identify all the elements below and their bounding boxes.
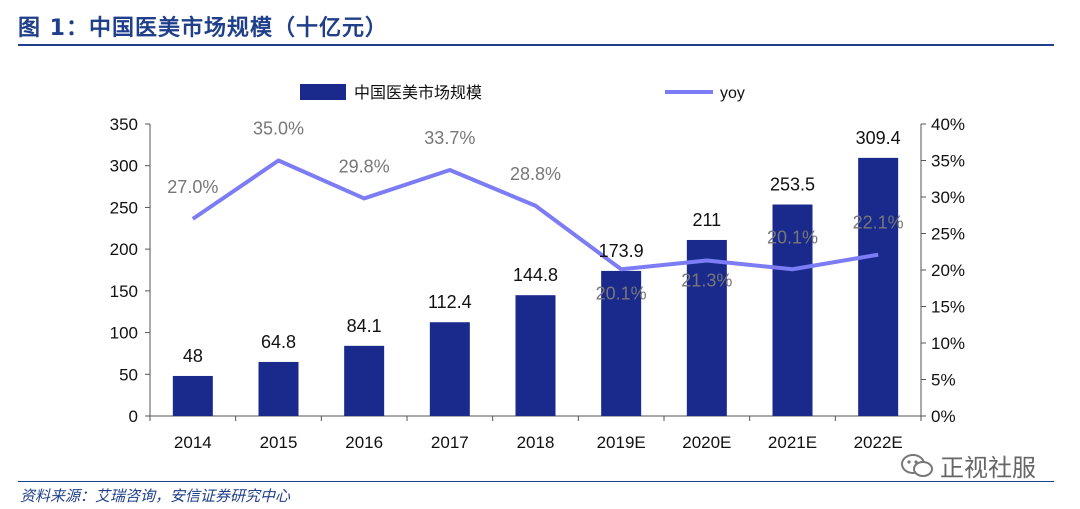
x-tick-label: 2014 — [174, 433, 212, 452]
title-divider — [18, 44, 1054, 46]
left-tick-label: 50 — [119, 365, 138, 384]
market-size-chart: 中国医美市场规模 yoy 0 50 100 150 200 250 300 350 0% 5% 10%… — [110, 84, 965, 452]
yoy-value-label: 35.0% — [253, 119, 304, 139]
right-tick-label: 5% — [931, 371, 956, 390]
x-tick-label: 2021E — [768, 433, 817, 452]
yoy-value-label: 27.0% — [167, 177, 218, 197]
bar-value-label: 253.5 — [770, 175, 815, 195]
figure-title: 图 1：中国医美市场规模（十亿元） — [18, 16, 388, 41]
yoy-value-label: 33.7% — [424, 128, 475, 148]
bar — [258, 361, 299, 416]
bar — [686, 239, 727, 416]
bar — [429, 322, 470, 416]
x-tick-label: 2020E — [682, 433, 731, 452]
yoy-line-series — [191, 158, 879, 272]
legend-swatch-bar — [300, 84, 346, 100]
yoy-value-label: 20.1% — [596, 283, 647, 303]
left-tick-label: 100 — [110, 324, 138, 343]
axes: 0 50 100 150 200 250 300 350 0% 5% 10% 15% 20% 25% 30%… — [110, 115, 965, 452]
right-tick-label: 10% — [931, 334, 965, 353]
left-tick-label: 0 — [129, 407, 138, 426]
bar-value-label: 48 — [183, 346, 203, 366]
bar-value-label: 112.4 — [428, 292, 472, 312]
watermark: 正视社服 — [900, 448, 1036, 483]
left-tick-label: 250 — [110, 198, 138, 217]
bar-series — [172, 157, 899, 416]
legend-label-line: yoy — [720, 85, 745, 102]
left-tick-label: 200 — [110, 240, 138, 259]
right-tick-label: 40% — [931, 115, 965, 134]
bar — [344, 345, 385, 416]
right-tick-label: 25% — [931, 225, 965, 244]
x-tick-label: 2017 — [431, 433, 469, 452]
legend-label-bar: 中国医美市场规模 — [354, 84, 482, 102]
right-tick-label: 20% — [931, 261, 965, 280]
watermark-text: 正视社服 — [940, 454, 1036, 482]
source-divider — [18, 481, 1054, 482]
right-tick-label: 15% — [931, 298, 965, 317]
bar — [601, 270, 642, 416]
legend: 中国医美市场规模 yoy — [300, 84, 745, 102]
bar-value-label: 64.8 — [261, 332, 296, 352]
data-labels: 48 64.8 84.1 112.4 144.8 173.9 211 253.5 309.4 27… — [167, 119, 903, 366]
yoy-value-label: 28.8% — [510, 164, 561, 184]
bar-value-label: 173.9 — [599, 241, 644, 261]
right-tick-label: 35% — [931, 152, 965, 171]
yoy-value-label: 20.1% — [767, 227, 818, 247]
yoy-value-label: 22.1% — [853, 213, 904, 233]
x-tick-label: 2018 — [517, 433, 555, 452]
bar-value-label: 144.8 — [513, 265, 558, 285]
yoy-value-label: 21.3% — [681, 271, 732, 291]
chat-bubble-icon — [901, 453, 933, 477]
yoy-value-label: 29.8% — [339, 156, 390, 176]
x-tick-label: 2016 — [345, 433, 383, 452]
left-tick-label: 300 — [110, 157, 138, 176]
source-note: 资料来源：艾瑞咨询，安信证券研究中心 — [20, 487, 291, 505]
right-tick-label: 30% — [931, 188, 965, 207]
bar — [515, 295, 556, 416]
left-tick-label: 150 — [110, 282, 138, 301]
bar-value-label: 309.4 — [856, 128, 901, 148]
bar-value-label: 84.1 — [347, 316, 382, 336]
bar — [772, 204, 813, 416]
left-tick-label: 350 — [110, 115, 138, 134]
x-tick-label: 2015 — [260, 433, 298, 452]
right-tick-label: 0% — [931, 407, 956, 426]
x-tick-label: 2019E — [597, 433, 646, 452]
bar-value-label: 211 — [692, 210, 721, 230]
bar — [172, 375, 213, 416]
x-tick-label: 2022E — [854, 433, 903, 452]
bar — [858, 157, 899, 416]
